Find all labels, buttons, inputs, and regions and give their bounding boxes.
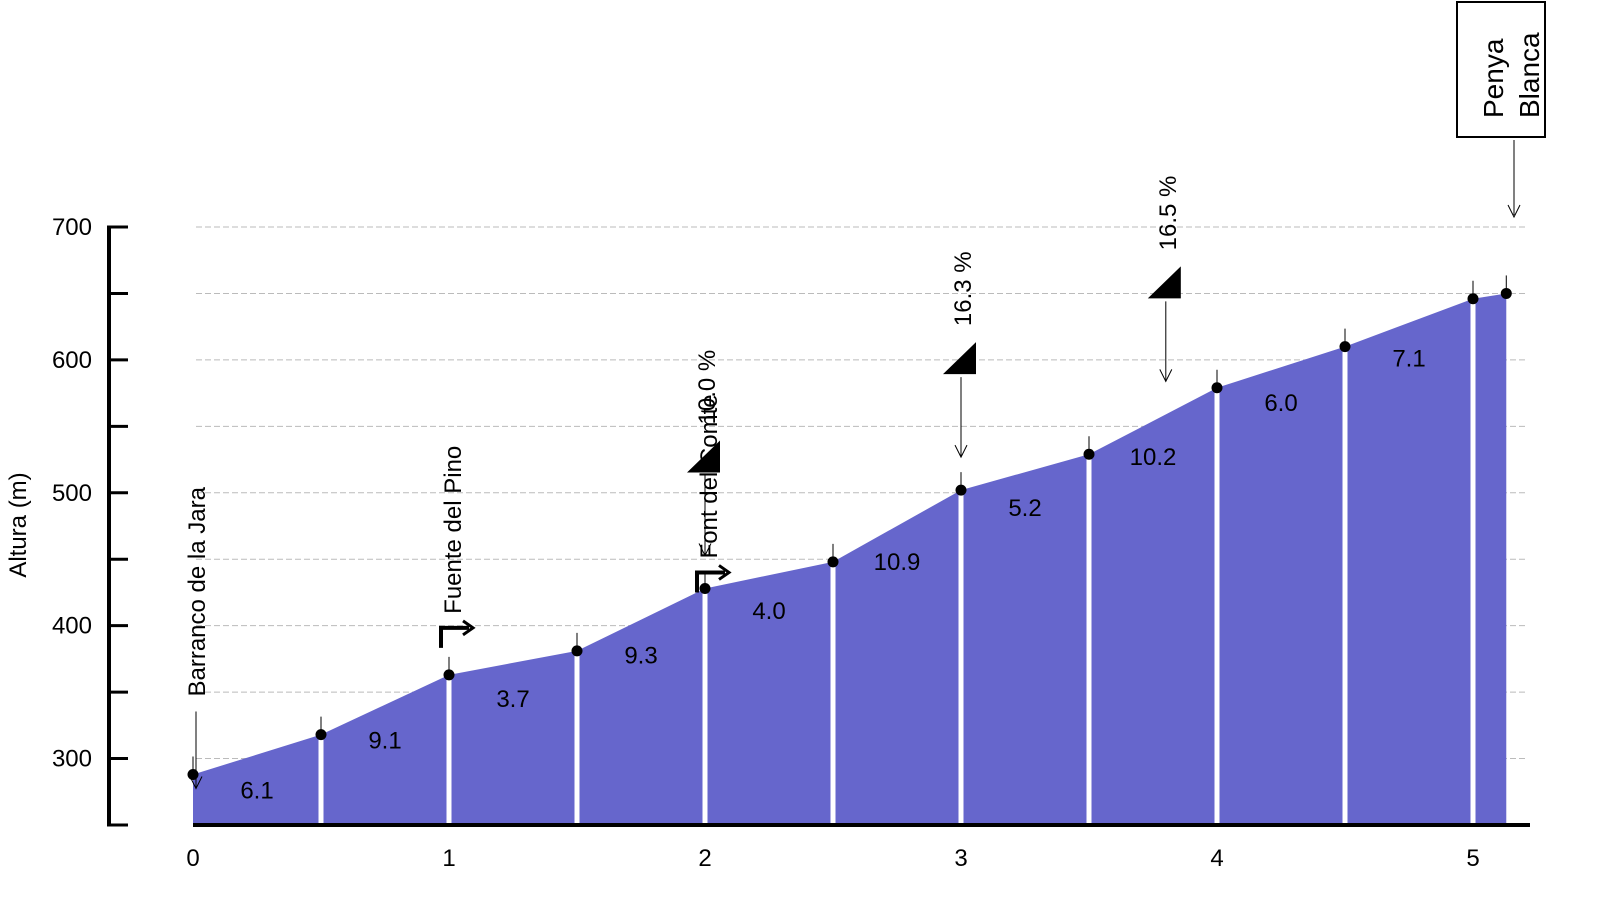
turn-icon-head (462, 619, 476, 637)
place-label: Fuente del Pino (440, 446, 467, 614)
x-tick-label: 3 (954, 845, 967, 872)
gradient-icon (943, 342, 976, 375)
x-tick-label: 5 (1466, 845, 1479, 872)
summit-label: Blanca (1514, 32, 1545, 118)
point (827, 556, 839, 568)
gradient-icon (687, 440, 720, 473)
arrowhead (698, 543, 712, 557)
gradient-label: 6.1 (240, 778, 273, 805)
gradient-icon (1147, 266, 1181, 299)
y-tick-label: 400 (52, 613, 92, 640)
gradient-label: 10.9 (874, 549, 921, 576)
point (699, 582, 711, 594)
point (1500, 287, 1512, 299)
turn-icon-head (718, 564, 732, 581)
y-axis-label: Altura (m) (5, 472, 32, 577)
arrowhead (189, 776, 203, 790)
gradient-label: 9.3 (624, 643, 657, 670)
point (315, 729, 327, 741)
place-label: Font del Comte (696, 394, 723, 558)
summit-label: Penya (1478, 38, 1509, 118)
max-gradient-label: 16.3 % (950, 251, 977, 326)
gradient-label: 4.0 (752, 598, 785, 625)
point (443, 669, 455, 681)
y-tick-label: 500 (52, 480, 92, 507)
y-tick-label: 600 (52, 347, 92, 374)
y-tick-label: 300 (52, 746, 92, 773)
summit-arrowhead (1507, 204, 1521, 219)
profile-area (193, 293, 1507, 825)
turn-icon (439, 625, 469, 648)
point (1083, 448, 1095, 460)
point (955, 484, 967, 496)
summit-box (1456, 1, 1546, 138)
gradient-label: 10.2 (1130, 444, 1177, 471)
gradient-label: 5.2 (1008, 495, 1041, 522)
x-tick-label: 0 (186, 845, 199, 872)
point (187, 769, 199, 781)
max-gradient-label: 16.5 % (1155, 176, 1182, 251)
arrowhead (954, 444, 968, 459)
point (1211, 382, 1223, 394)
point (1467, 293, 1479, 305)
place-label: Barranco de la Jara (184, 486, 211, 696)
x-tick-label: 2 (698, 845, 711, 872)
x-tick-label: 1 (442, 845, 455, 872)
y-tick-label: 700 (52, 214, 92, 241)
gradient-label: 6.0 (1264, 390, 1297, 417)
gradient-label: 7.1 (1392, 346, 1425, 373)
arrowhead (1159, 369, 1173, 383)
max-gradient-label: 10.0 % (694, 350, 721, 425)
x-tick-label: 4 (1210, 845, 1223, 872)
point (571, 645, 583, 657)
turn-icon (695, 570, 725, 593)
point (1339, 341, 1351, 353)
gradient-label: 9.1 (368, 728, 401, 755)
gradient-label: 3.7 (496, 686, 529, 713)
